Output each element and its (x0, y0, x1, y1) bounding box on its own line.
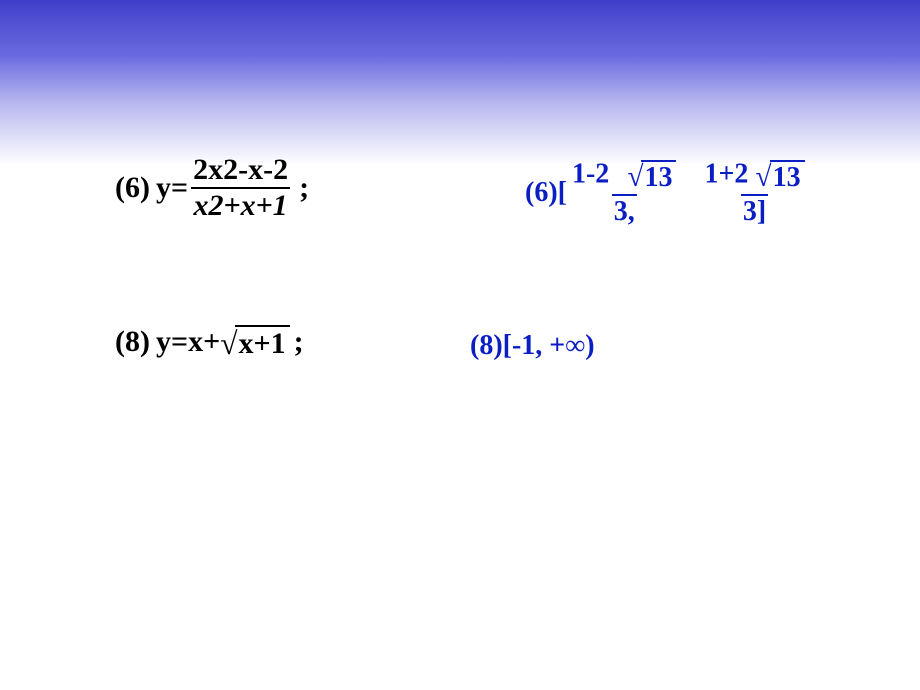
answer-6-left-num: 1-2 √ 13 (570, 160, 678, 194)
problem-8-sqrt: √ x+1 (220, 325, 289, 359)
answer-6-left-den: 3, (612, 194, 637, 226)
answer-6-open: [ (558, 177, 567, 209)
answer-8-label: (8) (470, 330, 503, 362)
problem-6-denominator: x2+x+1 (191, 187, 289, 221)
problem-8-tail: ; (294, 325, 304, 359)
answer-6-left-frac: 1-2 √ 13 3, (570, 160, 678, 226)
sqrt-icon: √ 13 (627, 160, 676, 192)
answer-6-right-frac: 1+2 √ 13 3] (702, 160, 806, 226)
problem-6-lhs: y= (156, 171, 188, 205)
problem-6-fraction: 2x2-x-2 x2+x+1 (191, 155, 290, 221)
answer-8-interval: [-1, +∞) (503, 330, 595, 362)
problem-6-numerator: 2x2-x-2 (191, 155, 290, 187)
answer-6-right-num: 1+2 √ 13 (702, 160, 806, 194)
problem-6-tail: ; (299, 171, 309, 205)
problem-6: (6) y= 2x2-x-2 x2+x+1 ; (115, 155, 309, 221)
problem-8-label: (8) (115, 325, 150, 359)
problem-8: (8) y=x+ √ x+1 ; (115, 325, 304, 359)
answer-6-right-den: 3] (741, 194, 768, 226)
problem-6-label: (6) (115, 171, 150, 205)
answer-6-label: (6) (525, 177, 558, 209)
sqrt-icon: √ 13 (755, 160, 804, 192)
answer-6: (6) [ 1-2 √ 13 3, 1+2 √ 13 3] (525, 160, 810, 226)
answer-8: (8) [-1, +∞) (470, 330, 595, 362)
problem-8-lhs: y=x+ (156, 325, 220, 359)
